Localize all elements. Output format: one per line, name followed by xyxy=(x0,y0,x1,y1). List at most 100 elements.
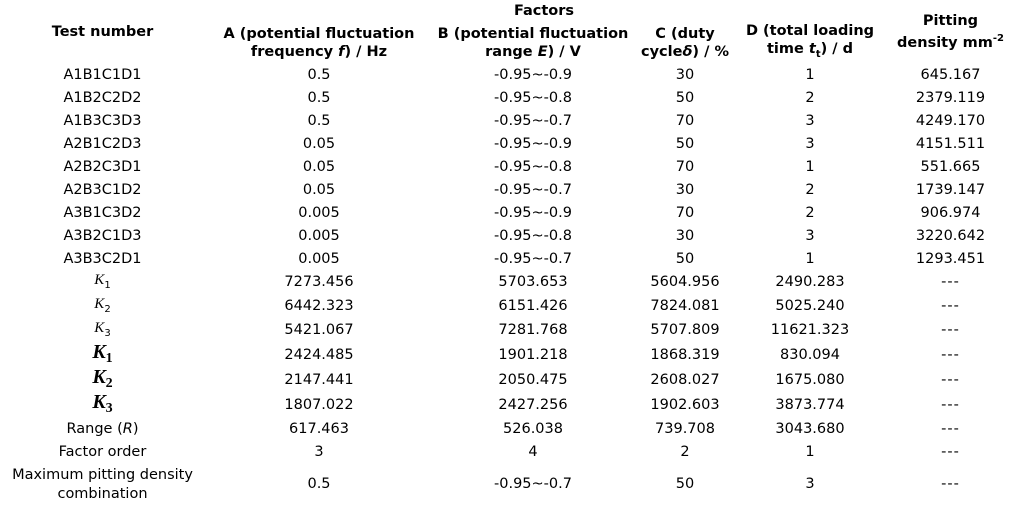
col-a-line2a: frequency xyxy=(250,44,339,60)
max-label-line2: combination xyxy=(57,485,148,502)
factor-b-cell: -0.95~-0.7 xyxy=(494,113,572,129)
test-number-cell: A3B1C3D2 xyxy=(63,205,142,221)
kbar1-label: K1 xyxy=(0,343,205,368)
k3-pitting-cell: --- xyxy=(941,322,960,339)
k1-a-cell: 7273.456 xyxy=(284,274,354,291)
max-combination-row: Maximum pitting density combination 0.5 … xyxy=(0,464,1018,506)
order-pitting-cell: --- xyxy=(941,443,960,460)
col-a-header: A (potential fluctuation frequency f) / … xyxy=(205,22,433,64)
factor-d-cell: 2 xyxy=(805,90,815,106)
max-d-cell: 3 xyxy=(805,476,815,493)
k2-pitting-cell: --- xyxy=(941,298,960,315)
factor-c-cell: 70 xyxy=(675,113,695,129)
test-number-header: Test number xyxy=(51,24,154,40)
kbar2-row: K2 2147.441 2050.475 2608.027 1675.080 -… xyxy=(0,368,1018,393)
k3-d-cell: 11621.323 xyxy=(770,322,850,339)
factor-c-cell: 30 xyxy=(675,67,695,83)
col-b-header: B (potential fluctuation range E) / V xyxy=(433,22,633,64)
test-number-cell: A2B3C1D2 xyxy=(63,182,142,198)
k3-b-cell: 7281.768 xyxy=(498,322,568,339)
factors-header: Factors xyxy=(513,3,575,19)
factor-b-cell: -0.95~-0.7 xyxy=(494,182,572,198)
pitting-cell: 2379.119 xyxy=(915,90,986,106)
max-pitting-cell: --- xyxy=(941,476,960,493)
test-number-cell: A1B3C3D3 xyxy=(63,113,142,129)
factor-a-cell: 0.5 xyxy=(307,90,331,106)
table-row: A3B3C2D1 0.005 -0.95~-0.7 50 1 1293.451 xyxy=(0,248,1018,271)
factor-b-cell: -0.95~-0.8 xyxy=(494,159,572,175)
test-number-cell: A2B1C2D3 xyxy=(63,136,142,152)
kbar3-d-cell: 3873.774 xyxy=(775,396,845,413)
pitting-label-line2: density mm xyxy=(897,34,993,51)
k1-b-cell: 5703.653 xyxy=(498,274,568,291)
factor-b-cell: -0.95~-0.9 xyxy=(494,136,572,152)
factor-c-cell: 50 xyxy=(675,136,695,152)
table-row: A3B2C1D3 0.005 -0.95~-0.8 30 3 3220.642 xyxy=(0,225,1018,248)
factor-c-cell: 50 xyxy=(675,251,695,267)
k2-row: K2 6442.323 6151.426 7824.081 5025.240 -… xyxy=(0,295,1018,319)
pitting-cell: 4151.511 xyxy=(915,136,986,152)
factor-a-cell: 0.005 xyxy=(298,251,340,267)
col-a-line2b: ) / Hz xyxy=(344,44,388,60)
kbar1-b-cell: 1901.218 xyxy=(498,346,568,363)
kbar1-c-cell: 1868.319 xyxy=(650,346,720,363)
table-row: A1B1C1D1 0.5 -0.95~-0.9 30 1 645.167 xyxy=(0,64,1018,87)
range-label-text: Range ( xyxy=(66,420,123,437)
kbar1-row: K1 2424.485 1901.218 1868.319 830.094 --… xyxy=(0,343,1018,368)
k2-c-cell: 7824.081 xyxy=(650,298,720,315)
factor-c-cell: 30 xyxy=(675,182,695,198)
col-d-sub: t xyxy=(815,48,821,60)
factors-header-row: Test number Factors Pitting density mm-2 xyxy=(0,0,1018,51)
kbar1-pitting-cell: --- xyxy=(941,346,960,363)
k1-c-cell: 5604.956 xyxy=(650,274,720,291)
factor-b-cell: -0.95~-0.8 xyxy=(494,228,572,244)
kbar3-c-cell: 1902.603 xyxy=(650,396,720,413)
kbar-symbol: K xyxy=(92,342,106,363)
range-a-cell: 617.463 xyxy=(289,420,349,437)
kbar3-label: K3 xyxy=(0,393,205,418)
k3-row: K3 5421.067 7281.768 5707.809 11621.323 … xyxy=(0,319,1018,343)
k2-d-cell: 5025.240 xyxy=(775,298,845,315)
pitting-label-exp: -2 xyxy=(992,33,1004,45)
col-b-sym: E xyxy=(537,44,548,60)
kbar2-label: K2 xyxy=(0,368,205,393)
table-header: Test number Factors Pitting density mm-2… xyxy=(0,0,1018,64)
factor-a-cell: 0.05 xyxy=(302,182,336,198)
test-number-cell: A3B2C1D3 xyxy=(63,228,142,244)
max-c-cell: 50 xyxy=(675,476,695,493)
col-b-line2a: range xyxy=(485,44,538,60)
k3-a-cell: 5421.067 xyxy=(284,322,354,339)
factor-d-cell: 2 xyxy=(805,182,815,198)
max-b-cell: -0.95~-0.7 xyxy=(494,476,572,493)
factor-d-cell: 1 xyxy=(805,159,815,175)
factor-d-cell: 3 xyxy=(805,113,815,129)
col-d-line1: D (total loading xyxy=(745,23,875,40)
factor-a-cell: 0.005 xyxy=(298,205,340,221)
pitting-cell: 1293.451 xyxy=(915,251,986,267)
kbar3-pitting-cell: --- xyxy=(941,396,960,413)
max-label-line1: Maximum pitting density xyxy=(12,466,193,483)
k1-d-cell: 2490.283 xyxy=(775,274,845,291)
k-subscript: 3 xyxy=(104,327,111,339)
col-c-line2a: cycle xyxy=(641,44,683,60)
pitting-cell: 645.167 xyxy=(920,67,981,83)
kbar-subscript: 2 xyxy=(105,375,113,391)
max-combination-label: Maximum pitting density combination xyxy=(0,464,205,506)
col-a-line1: A (potential fluctuation xyxy=(223,26,415,42)
pitting-label-line1: Pitting xyxy=(922,13,979,30)
test-number-cell: A1B2C2D2 xyxy=(63,90,142,106)
range-b-cell: 526.038 xyxy=(503,420,563,437)
range-label-end: ) xyxy=(132,420,139,437)
col-c-header: C (duty cycleδ) / % xyxy=(633,22,737,64)
range-pitting-cell: --- xyxy=(941,420,960,437)
col-b-line2b: ) / V xyxy=(547,44,581,60)
k1-row: K1 7273.456 5703.653 5604.956 2490.283 -… xyxy=(0,271,1018,295)
column-header-row: A (potential fluctuation frequency f) / … xyxy=(0,22,1018,64)
kbar-symbol: K xyxy=(92,367,106,388)
kbar2-c-cell: 2608.027 xyxy=(650,371,720,388)
k2-label: K2 xyxy=(0,295,205,319)
factor-a-cell: 0.5 xyxy=(307,113,331,129)
range-row: Range (R) 617.463 526.038 739.708 3043.6… xyxy=(0,418,1018,441)
